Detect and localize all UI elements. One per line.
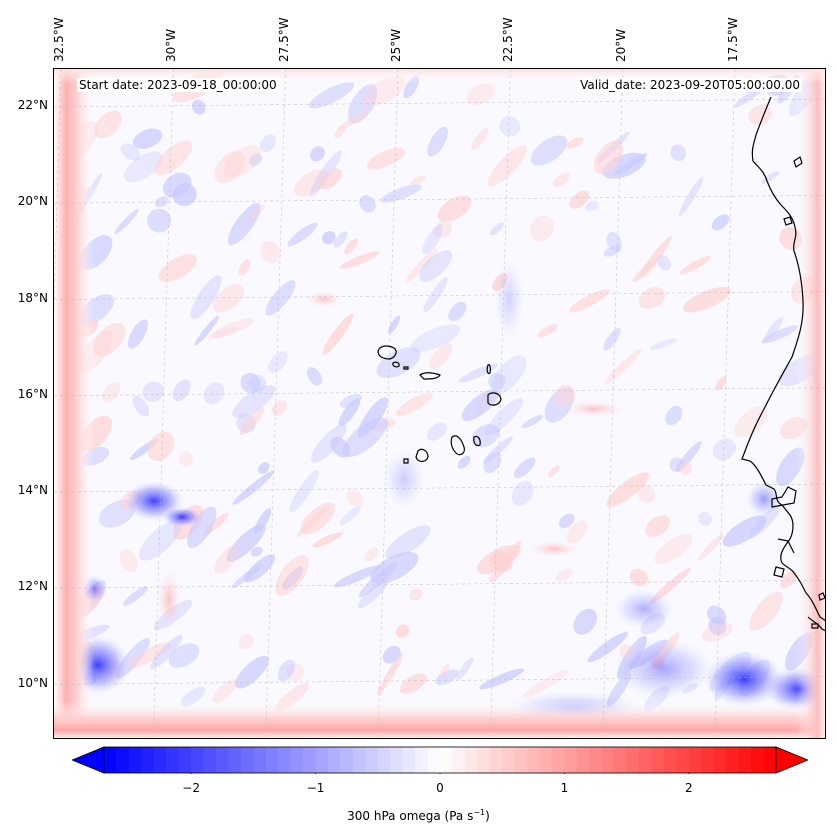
colorbar-extend-low [72, 746, 105, 774]
longitude-label: 20°W [613, 28, 628, 62]
colorbar-tick-label: 1 [560, 781, 569, 795]
colorbar-tick-label: −1 [306, 781, 325, 795]
parallel-gridline [54, 579, 825, 589]
island-fogo [415, 448, 429, 463]
latitude-label: 16°N [17, 386, 48, 401]
colorbar-steps [104, 747, 777, 773]
longitude-label: 17.5°W [726, 17, 740, 62]
parallel-gridline [54, 98, 825, 108]
meridian-gridline [602, 69, 623, 738]
bissagos-islands-2 [818, 592, 825, 601]
parallel-gridline [54, 483, 825, 493]
colorbar [72, 746, 808, 774]
bottom-boundary-band [54, 701, 825, 738]
meridian-gridline [490, 69, 511, 738]
latitude-label: 18°N [17, 290, 48, 305]
parallel-gridline [54, 387, 825, 397]
island-santiago [450, 435, 465, 456]
africa-coastline [741, 96, 825, 622]
longitude-label: 25°W [389, 28, 403, 62]
map-panel [53, 68, 826, 739]
right-boundary-band [796, 69, 825, 738]
cape-verde-islands [377, 345, 502, 464]
left-boundary-band [54, 69, 94, 738]
bissagos-islands [811, 623, 819, 629]
parallel-gridline [54, 291, 825, 300]
colorbar-tick-label: 2 [685, 781, 693, 795]
latitude-label: 20°N [17, 194, 48, 209]
latitude-label: 22°N [17, 98, 48, 112]
omega-field-map [54, 69, 825, 738]
longitude-label: 30°W [164, 28, 179, 62]
meridian-gridline [153, 69, 174, 738]
meridian-gridline [377, 69, 399, 738]
island-sao-nicolau [419, 372, 441, 380]
colorbar-tick-label: −2 [182, 781, 200, 795]
island-brava [403, 458, 409, 464]
colorbar-extend-high [775, 746, 808, 774]
island-maio [473, 435, 481, 447]
latitude-label: 12°N [17, 579, 48, 594]
colorbar-label: 300 hPa omega (Pa s−1) [347, 808, 490, 823]
bissagos [807, 616, 825, 632]
parallel-gridline [54, 676, 825, 685]
valid-date-label: Valid_date: 2023-09-20T05:00:00.00 [578, 78, 802, 92]
colorbar-tickmarks [190, 773, 690, 774]
island-santa-luzia [403, 366, 409, 370]
descent-areas [157, 291, 624, 629]
latitude-label: 14°N [17, 483, 48, 497]
island-boa-vista [487, 392, 502, 406]
coastline [741, 96, 825, 632]
longitude-label: 27.5°W [276, 17, 291, 62]
parallel-gridline [54, 194, 825, 204]
gambia-inlet [771, 486, 797, 508]
colorbar-tick-label: 0 [436, 781, 444, 795]
gridlines [54, 69, 825, 738]
start-date-label: Start date: 2023-09-18_00:00:00 [77, 78, 279, 92]
island-sal [486, 364, 491, 375]
longitude-label: 32.5°W [52, 17, 66, 62]
longitude-label: 22.5°W [501, 17, 516, 62]
island-santo-antao [377, 345, 397, 360]
meridian-gridline [265, 69, 286, 738]
meridian-gridline [714, 69, 736, 738]
latitude-label: 10°N [17, 675, 48, 690]
island-sao-vicente [392, 361, 400, 368]
